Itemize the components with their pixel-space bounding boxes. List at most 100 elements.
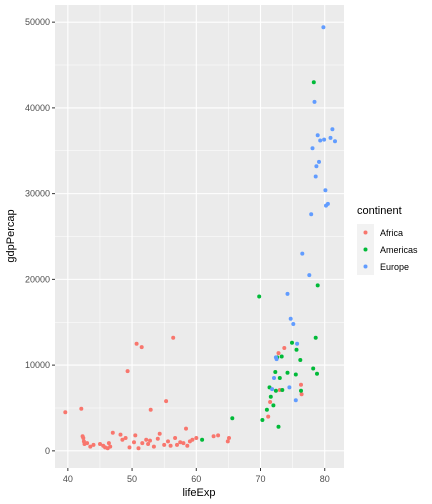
legend-marker	[363, 230, 368, 235]
legend-label: Americas	[380, 245, 418, 255]
legend-title: continent	[357, 205, 402, 217]
data-point	[318, 138, 323, 143]
data-point	[148, 438, 152, 443]
data-point	[279, 354, 284, 359]
legend: continent Africa Americas Europe	[357, 205, 418, 275]
data-point	[317, 159, 321, 164]
data-point	[139, 345, 144, 350]
data-point	[300, 251, 305, 256]
data-point	[230, 416, 235, 421]
data-point	[293, 372, 298, 377]
x-tick-label: 80	[320, 474, 330, 484]
data-point	[290, 340, 294, 345]
data-point	[257, 294, 262, 299]
data-point	[313, 335, 318, 340]
data-point	[299, 388, 303, 393]
data-point	[298, 358, 303, 362]
data-point	[164, 399, 169, 404]
data-point	[309, 212, 314, 217]
data-point	[315, 371, 319, 376]
data-point	[85, 441, 90, 446]
data-point	[325, 201, 330, 206]
y-tick-label: 50000	[25, 17, 50, 27]
data-point	[270, 387, 275, 392]
data-point	[287, 385, 292, 390]
data-point	[166, 439, 170, 444]
data-point	[194, 436, 199, 440]
data-point	[260, 418, 265, 422]
data-point	[118, 432, 123, 437]
data-point	[123, 436, 128, 440]
data-point	[227, 436, 231, 440]
data-point	[310, 146, 315, 151]
data-point	[136, 446, 141, 451]
data-point	[315, 133, 320, 138]
data-point	[88, 444, 93, 449]
data-point	[98, 442, 102, 446]
legend-marker	[363, 247, 368, 252]
data-point	[294, 347, 299, 352]
x-tick-label: 40	[63, 474, 73, 484]
data-point	[293, 398, 298, 403]
data-point	[81, 436, 86, 440]
data-point	[276, 351, 281, 356]
data-point	[162, 442, 167, 447]
data-point	[314, 164, 319, 169]
data-point	[91, 442, 96, 447]
legend-items: Africa Americas Europe	[357, 224, 418, 275]
data-point	[225, 439, 230, 444]
data-point	[266, 414, 271, 419]
data-point	[328, 135, 333, 140]
data-point	[120, 437, 125, 442]
legend-marker	[363, 264, 368, 269]
data-point	[277, 376, 282, 380]
data-point	[211, 434, 216, 439]
data-point	[288, 316, 293, 321]
data-point	[157, 431, 162, 436]
data-point	[271, 403, 276, 408]
data-point	[268, 400, 273, 404]
data-point	[127, 445, 132, 450]
data-point	[168, 443, 173, 448]
data-point	[282, 346, 287, 350]
data-point	[184, 426, 188, 431]
x-tick-label: 70	[256, 474, 266, 484]
data-point	[273, 388, 278, 393]
data-point	[134, 341, 139, 346]
data-points	[63, 25, 337, 451]
data-point	[313, 174, 318, 179]
data-point	[276, 424, 281, 429]
data-point	[108, 444, 113, 449]
data-point	[200, 437, 205, 442]
data-point	[312, 99, 317, 104]
grid	[55, 5, 344, 468]
data-point	[144, 437, 149, 442]
data-point	[132, 440, 136, 445]
data-point	[322, 137, 327, 142]
data-point	[268, 394, 273, 399]
x-tick-label: 60	[191, 474, 201, 484]
data-point	[311, 80, 316, 85]
data-point	[323, 188, 328, 193]
data-point	[285, 370, 290, 375]
data-point	[272, 376, 276, 380]
data-point	[315, 283, 320, 288]
y-tick-label: 10000	[25, 360, 50, 370]
data-point	[321, 25, 326, 30]
data-point	[291, 322, 296, 326]
data-point	[106, 441, 111, 446]
data-point	[181, 441, 186, 446]
data-point	[333, 139, 337, 144]
y-tick-label: 30000	[25, 189, 50, 199]
y-axis-ticks: 0 10000 20000 30000 40000 50000	[25, 17, 55, 456]
data-point	[178, 440, 183, 445]
data-point	[216, 433, 221, 438]
data-point	[173, 436, 178, 440]
data-point	[190, 437, 195, 442]
x-tick-label: 50	[127, 474, 137, 484]
data-point	[171, 335, 176, 340]
data-point	[79, 406, 84, 411]
legend-label: Africa	[380, 228, 403, 238]
data-point	[155, 436, 160, 441]
